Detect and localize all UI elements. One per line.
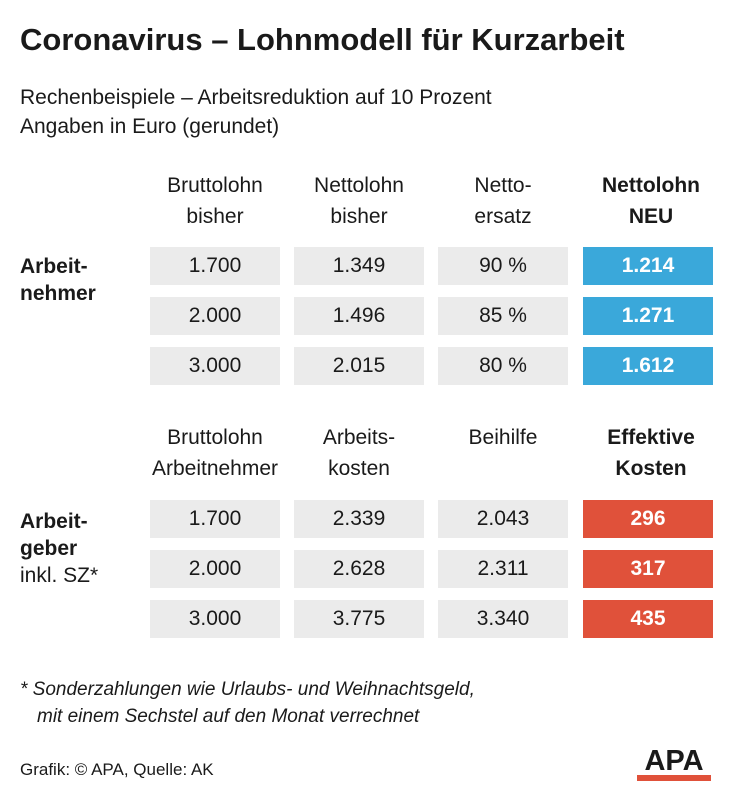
col-header-line: Bruttolohn [167,426,263,449]
col-header-line: bisher [186,205,244,228]
col-header-new-net-wage: Nettolohn NEU [576,170,726,232]
col-header-gross-wage-employee: Bruttolohn Arbeitnehmer [135,422,295,484]
highlight-cell: 296 [583,500,713,538]
table-cell: 3.000 [150,347,280,385]
col-header-line: bisher [330,205,388,228]
col-header-line: Bruttolohn [167,174,263,197]
table-cell: 1.700 [150,247,280,285]
table-cell: 2.043 [438,500,568,538]
table-cell: 90 % [438,247,568,285]
logo-text: APA [644,745,703,777]
col-header-subsidy: Beihilfe [431,422,575,453]
table-cell: 1.349 [294,247,424,285]
table-cell: 85 % [438,297,568,335]
row-group-label-employee: Arbeit- nehmer [20,253,96,307]
col-header-line: NEU [628,205,674,228]
highlight-cell: 435 [583,600,713,638]
row-group-label-line: Arbeit- [20,510,88,533]
highlight-cell: 1.271 [583,297,713,335]
row-group-label-line: Arbeit- [20,255,88,278]
col-header-line: Arbeitnehmer [151,457,279,480]
table-cell: 80 % [438,347,568,385]
table-cell: 2.339 [294,500,424,538]
col-header-gross-wage: Bruttolohn bisher [143,170,287,232]
apa-logo-icon: APA [634,744,714,784]
footnote-line: mit einem Sechstel auf den Monat verrech… [37,706,420,727]
col-header-line: Beihilfe [468,426,538,449]
col-header-line: Netto- [474,174,532,197]
row-group-label-employer: Arbeit- geber inkl. SZ* [20,508,98,589]
col-header-labor-costs: Arbeits- kosten [287,422,431,484]
table-cell: 3.775 [294,600,424,638]
col-header-line: kosten [328,457,390,480]
col-header-net-wage: Nettolohn bisher [287,170,431,232]
col-header-effective-costs: Effektive Kosten [576,422,726,484]
logo-bar [637,775,711,781]
subtitle-line-2: Angaben in Euro (gerundet) [20,115,280,138]
table-cell: 2.628 [294,550,424,588]
footnote-line: * Sonderzahlungen wie Urlaubs- und Weihn… [20,679,475,700]
row-group-label-line: geber [20,537,78,560]
col-header-line: Kosten [615,457,687,480]
page-title: Coronavirus – Lohnmodell für Kurzarbeit [20,22,625,57]
col-header-line: ersatz [474,205,532,228]
table-cell: 2.000 [150,550,280,588]
row-group-label-line: nehmer [20,282,96,305]
table-cell: 2.000 [150,297,280,335]
table-cell: 1.700 [150,500,280,538]
footnote: * Sonderzahlungen wie Urlaubs- und Weihn… [20,676,475,730]
highlight-cell: 1.214 [583,247,713,285]
source-credit: Grafik: © APA, Quelle: AK [20,760,214,779]
highlight-cell: 1.612 [583,347,713,385]
col-header-line: Nettolohn [602,174,700,197]
col-header-net-replacement: Netto- ersatz [431,170,575,232]
table-cell: 2.015 [294,347,424,385]
table-cell: 1.496 [294,297,424,335]
row-group-label-line: inkl. SZ* [20,564,99,587]
table-cell: 2.311 [438,550,568,588]
col-header-line: Arbeits- [322,426,396,449]
col-header-line: Effektive [607,426,695,449]
table-cell: 3.000 [150,600,280,638]
col-header-line: Nettolohn [314,174,404,197]
table-cell: 3.340 [438,600,568,638]
subtitle-line-1: Rechenbeispiele – Arbeitsreduktion auf 1… [20,86,492,109]
highlight-cell: 317 [583,550,713,588]
